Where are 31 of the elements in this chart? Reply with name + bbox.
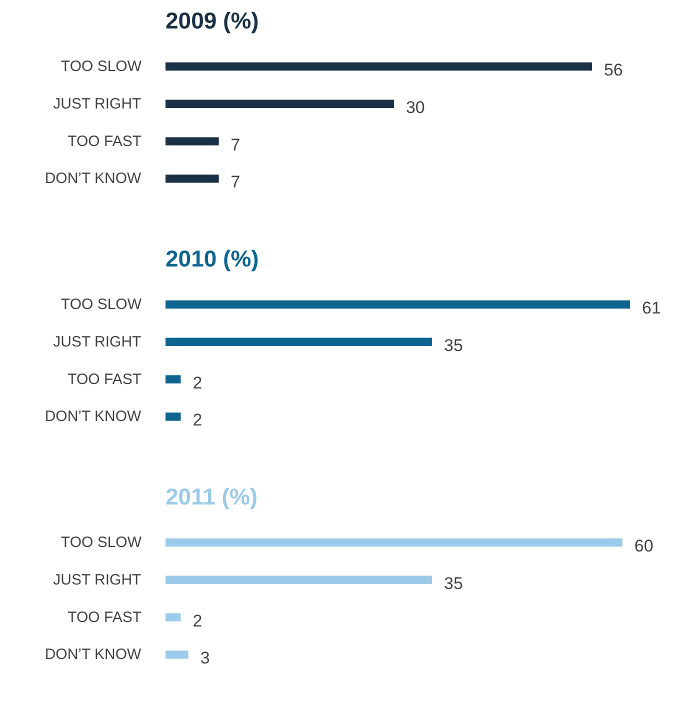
y-tick-label: TOO SLOW	[60, 58, 142, 76]
y-tick-label: TOO FAST	[68, 608, 142, 626]
data-label: 2	[192, 373, 202, 392]
bar	[166, 538, 622, 547]
y-tick-label: DON’T KNOW	[44, 646, 142, 664]
data-label: 35	[444, 574, 463, 593]
data-label: 7	[230, 172, 240, 192]
chart-title: 2011 (%)	[166, 484, 258, 510]
y-tick-label: TOO SLOW	[60, 296, 142, 314]
data-label: 30	[406, 98, 425, 117]
data-label: 35	[444, 336, 463, 355]
data-label: 56	[604, 60, 623, 80]
chart-title: 2009 (%)	[166, 8, 259, 34]
y-tick-label: TOO SLOW	[60, 534, 142, 552]
data-label: 7	[230, 135, 240, 154]
data-label: 2	[192, 410, 202, 430]
data-label: 60	[634, 536, 654, 556]
data-label: 3	[200, 648, 210, 668]
y-tick-label: DON’T KNOW	[44, 170, 142, 188]
chart-title: 2010 (%)	[166, 246, 259, 272]
y-tick-label: TOO FAST	[68, 132, 142, 150]
y-tick-label: DON’T KNOW	[44, 408, 142, 426]
y-tick-label: JUST RIGHT	[53, 571, 142, 588]
bar	[166, 576, 432, 584]
data-label: 61	[642, 298, 661, 318]
y-tick-label: JUST RIGHT	[53, 95, 142, 112]
bar	[166, 613, 181, 622]
y-tick-label: JUST RIGHT	[53, 333, 142, 350]
bar	[166, 650, 188, 659]
y-tick-label: TOO FAST	[68, 370, 142, 388]
data-label: 2	[192, 611, 202, 630]
